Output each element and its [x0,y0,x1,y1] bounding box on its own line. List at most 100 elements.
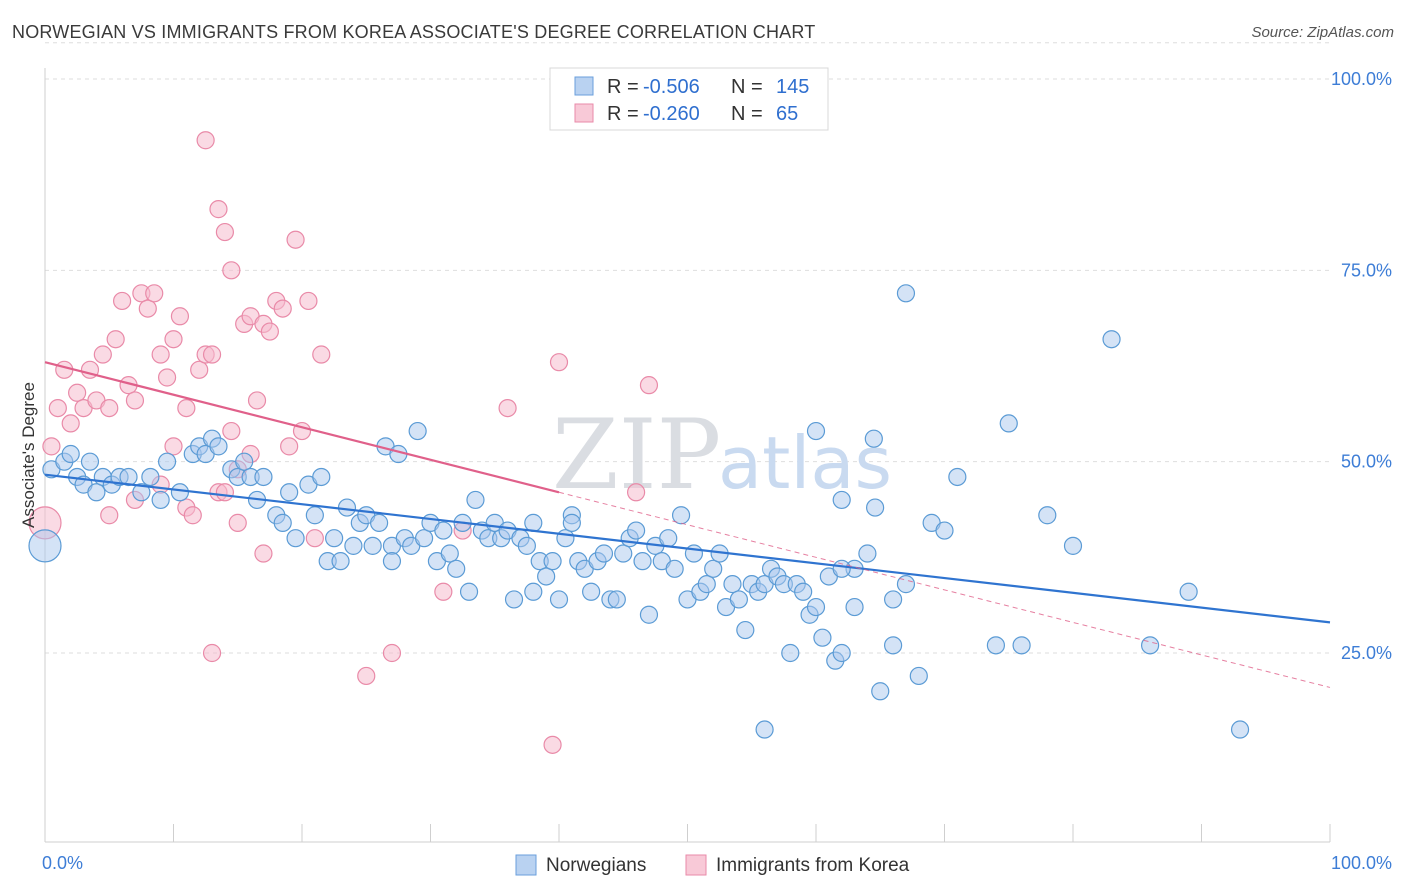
korea-point-56 [543,735,562,754]
korea-point-51 [357,666,376,686]
norwegian-point-133 [845,597,864,617]
y-axis-label: Associate's Degree [19,382,38,528]
norwegian-point-136 [524,582,543,601]
watermark-atlas: atlas [718,421,892,505]
norwegian-point-68 [537,567,556,586]
norwegian-trend-line [44,473,1331,624]
norwegian-point-122 [935,521,954,540]
norwegian-point-127 [1038,506,1057,525]
korea-point-60 [100,506,119,525]
legend-r-label-2: R = [607,103,639,125]
norwegian-point-120 [909,666,928,686]
norwegian-point-48 [408,421,427,441]
norwegian-point-126 [1012,636,1031,655]
norwegian-point-66 [524,513,543,532]
legend-n-label-2: N = [731,103,763,125]
korea-point-15 [138,299,157,318]
x-tick-label-max: 100.0% [1331,853,1392,873]
norwegian-point-33 [312,467,331,487]
korea-point-3 [61,414,80,433]
norwegian-point-140 [864,429,883,448]
norwegian-point-80 [614,544,633,563]
norwegian-point-116 [858,544,877,563]
norwegian-point-54 [447,559,466,578]
norwegian-point-6 [87,483,106,502]
korea-point-50 [202,643,222,663]
norwegian-point-79 [607,590,626,609]
norwegian-point-41 [363,536,382,555]
korea-point-4 [68,383,87,402]
norwegian-point-36 [331,552,350,571]
legend-r-label-1: R = [607,76,639,98]
korea-point-20 [170,307,190,326]
korea-point-0 [42,437,61,456]
norwegian-point-26 [254,467,273,487]
korea-point-9 [100,398,119,418]
korea-point-46 [312,345,331,364]
korea-point-36 [247,391,267,410]
norwegian-point-42 [370,513,389,532]
norwegian-point-144 [832,559,851,578]
legend-n-value-1: 145 [776,76,809,98]
legend-r-value-2: -0.260 [643,103,700,125]
korea-point-47 [228,513,247,532]
korea-point-44 [299,291,318,311]
grid-lines [45,42,1330,654]
norwegian-point-110 [806,597,826,617]
norwegian-point-93 [697,575,716,594]
norwegian-point-108 [794,582,813,601]
y-tick-label-50: 50.0% [1341,452,1392,472]
norwegian-point-32 [305,506,324,525]
norwegian-point-132 [1230,720,1250,739]
norwegian-point-142 [866,498,885,517]
norwegian-point-118 [883,636,903,655]
korea-point-1 [48,398,67,418]
norwegian-point-65 [517,536,536,555]
korea-point-11 [112,291,132,311]
norwegian-point-15 [170,483,190,502]
korea-trend-line [44,361,560,494]
korea-point-31 [209,200,228,219]
source-label: Source: ZipAtlas.com [1251,24,1394,41]
stats-legend: R = -0.506 N = 145 R = -0.260 N = 65 [549,67,829,131]
norwegian-point-2 [61,444,80,464]
korea-point-23 [190,360,209,379]
norwegian-point-114 [832,643,851,663]
norwegian-point-97 [723,575,742,594]
norwegian-point-5 [80,452,100,471]
norwegian-point-49 [414,529,434,548]
korea-point-17 [151,345,170,364]
norwegian-point-134 [755,720,774,739]
korea-point-2 [55,360,74,379]
korea-point-59 [549,353,569,372]
norwegian-point-63 [504,590,524,609]
legend-r-value-1: -0.506 [643,76,700,98]
korea-point-33 [222,261,241,280]
korea-point-16 [145,284,164,303]
norwegian-point-12 [141,467,160,487]
norwegian-point-124 [986,636,1006,655]
norwegian-point-56 [459,582,479,601]
korea-point-41 [280,437,299,456]
korea-point-52 [382,643,402,663]
norwegian-point-138 [883,590,903,609]
norwegian-point-135 [562,513,581,532]
norwegian-point-137 [382,552,402,571]
series-swatch-korea [685,854,707,876]
norwegian-point-57 [466,490,485,510]
norwegian-point-87 [659,529,678,548]
norwegian-point-53 [440,544,459,563]
norwegian-point-82 [626,521,646,540]
norwegian-point-125 [999,414,1018,433]
norwegian-points [28,284,1250,739]
norwegian-point-131 [1179,582,1198,601]
norwegian-point-37 [337,498,357,517]
norwegian-point-77 [594,544,614,563]
norwegian-point-89 [671,506,691,525]
korea-point-42 [286,230,305,249]
y-tick-label-25: 25.0% [1341,643,1392,663]
norwegian-point-28 [273,513,292,532]
norwegian-point-119 [896,575,916,594]
norwegian-point-11 [132,483,151,502]
